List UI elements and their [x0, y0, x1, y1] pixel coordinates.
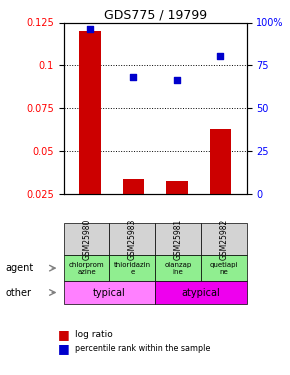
- Point: [175, 77, 179, 83]
- Text: GSM25983: GSM25983: [128, 218, 137, 260]
- Bar: [166, 181, 188, 194]
- Bar: [209, 129, 231, 194]
- Point: [218, 53, 223, 59]
- Text: olanzap
ine: olanzap ine: [164, 262, 192, 274]
- Text: agent: agent: [6, 263, 34, 273]
- Bar: [79, 31, 101, 194]
- Text: chlorprom
azine: chlorprom azine: [69, 262, 104, 274]
- Text: typical: typical: [93, 288, 126, 297]
- Text: ■: ■: [58, 342, 70, 355]
- Text: other: other: [6, 288, 32, 297]
- Text: thioridazin
e: thioridazin e: [114, 262, 151, 274]
- Text: quetiapi
ne: quetiapi ne: [209, 262, 238, 274]
- Point: [88, 26, 92, 32]
- Bar: [122, 179, 144, 194]
- Point: [131, 75, 136, 81]
- Text: percentile rank within the sample: percentile rank within the sample: [75, 344, 211, 353]
- Text: ■: ■: [58, 328, 70, 341]
- Title: GDS775 / 19799: GDS775 / 19799: [104, 8, 207, 21]
- Text: GSM25982: GSM25982: [219, 218, 228, 259]
- Text: GSM25981: GSM25981: [173, 218, 182, 259]
- Text: log ratio: log ratio: [75, 330, 113, 339]
- Text: atypical: atypical: [182, 288, 220, 297]
- Text: GSM25980: GSM25980: [82, 218, 91, 260]
